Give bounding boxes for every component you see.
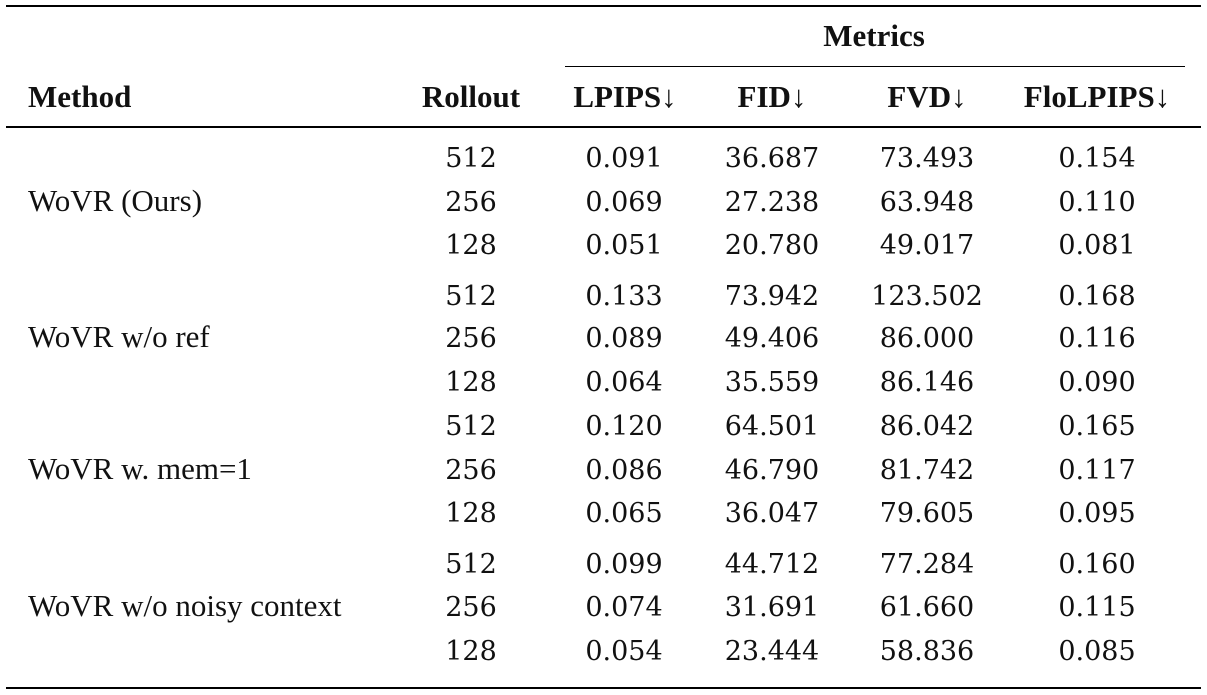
fid-cell: 35.559	[724, 367, 820, 398]
flolpips-cell: 0.090	[1058, 367, 1136, 398]
rollout-column-header: Rollout	[421, 79, 521, 114]
lpips-cell: 0.091	[585, 143, 663, 174]
fvd-cell: 86.042	[879, 411, 975, 442]
lpips-cell: 0.064	[585, 367, 663, 398]
fvd-cell: 81.742	[879, 455, 975, 486]
rollout-cell: 512	[445, 549, 497, 580]
lpips-cell: 0.099	[585, 549, 663, 580]
fid-cell: 23.444	[724, 636, 820, 667]
fvd-column-header: FVD↓	[887, 79, 967, 114]
fvd-cell: 86.146	[879, 367, 975, 398]
flolpips-cell: 0.115	[1058, 592, 1136, 623]
rollout-cell: 256	[445, 187, 497, 218]
fid-cell: 64.501	[724, 411, 820, 442]
fid-cell: 49.406	[724, 323, 820, 354]
flolpips-cell: 0.110	[1058, 187, 1136, 218]
flolpips-cell: 0.081	[1058, 230, 1136, 261]
lpips-cell: 0.089	[585, 323, 663, 354]
flolpips-column-header: FloLPIPS↓	[1023, 79, 1171, 114]
rollout-cell: 256	[445, 455, 497, 486]
rollout-cell: 128	[445, 636, 497, 667]
rollout-cell: 512	[445, 411, 497, 442]
flolpips-cell: 0.165	[1058, 411, 1136, 442]
rollout-cell: 256	[445, 592, 497, 623]
rollout-cell: 128	[445, 498, 497, 529]
flolpips-cell: 0.168	[1058, 281, 1136, 312]
fid-cell: 73.942	[724, 281, 820, 312]
fvd-cell: 49.017	[879, 230, 975, 261]
fvd-cell: 58.836	[879, 636, 975, 667]
fvd-cell: 86.000	[879, 323, 975, 354]
rollout-cell: 256	[445, 323, 497, 354]
rollout-cell: 512	[445, 281, 497, 312]
flolpips-cell: 0.160	[1058, 549, 1136, 580]
lpips-cell: 0.086	[585, 455, 663, 486]
rollout-cell: 128	[445, 230, 497, 261]
lpips-cell: 0.051	[585, 230, 663, 261]
fvd-cell: 61.660	[879, 592, 975, 623]
fvd-cell: 77.284	[879, 549, 975, 580]
fvd-cell: 123.502	[871, 281, 983, 312]
fid-cell: 20.780	[724, 230, 820, 261]
metrics-group-header: Metrics	[823, 18, 925, 53]
metrics-underline	[565, 66, 1185, 67]
rollout-cell: 512	[445, 143, 497, 174]
method-label: WoVR w. mem=1	[28, 451, 252, 486]
fid-column-header: FID↓	[737, 79, 807, 114]
bottom-rule	[6, 687, 1201, 689]
method-label: WoVR w/o ref	[28, 319, 210, 354]
rollout-cell: 128	[445, 367, 497, 398]
fid-cell: 31.691	[724, 592, 820, 623]
lpips-cell: 0.065	[585, 498, 663, 529]
lpips-cell: 0.120	[585, 411, 663, 442]
lpips-cell: 0.069	[585, 187, 663, 218]
fid-cell: 36.047	[724, 498, 820, 529]
flolpips-cell: 0.116	[1058, 323, 1136, 354]
flolpips-cell: 0.154	[1058, 143, 1136, 174]
fid-cell: 27.238	[724, 187, 820, 218]
fid-cell: 46.790	[724, 455, 820, 486]
method-label: WoVR w/o noisy context	[28, 588, 342, 623]
top-rule	[6, 5, 1201, 7]
fvd-cell: 73.493	[879, 143, 975, 174]
flolpips-cell: 0.117	[1058, 455, 1136, 486]
flolpips-cell: 0.085	[1058, 636, 1136, 667]
fvd-cell: 63.948	[879, 187, 975, 218]
method-label: WoVR (Ours)	[28, 183, 203, 218]
fid-cell: 44.712	[724, 549, 820, 580]
fvd-cell: 79.605	[879, 498, 975, 529]
fid-cell: 36.687	[724, 143, 820, 174]
lpips-cell: 0.133	[585, 281, 663, 312]
flolpips-cell: 0.095	[1058, 498, 1136, 529]
method-column-header: Method	[28, 79, 132, 114]
lpips-column-header: LPIPS↓	[573, 79, 677, 114]
lpips-cell: 0.054	[585, 636, 663, 667]
lpips-cell: 0.074	[585, 592, 663, 623]
header-rule	[6, 126, 1201, 128]
